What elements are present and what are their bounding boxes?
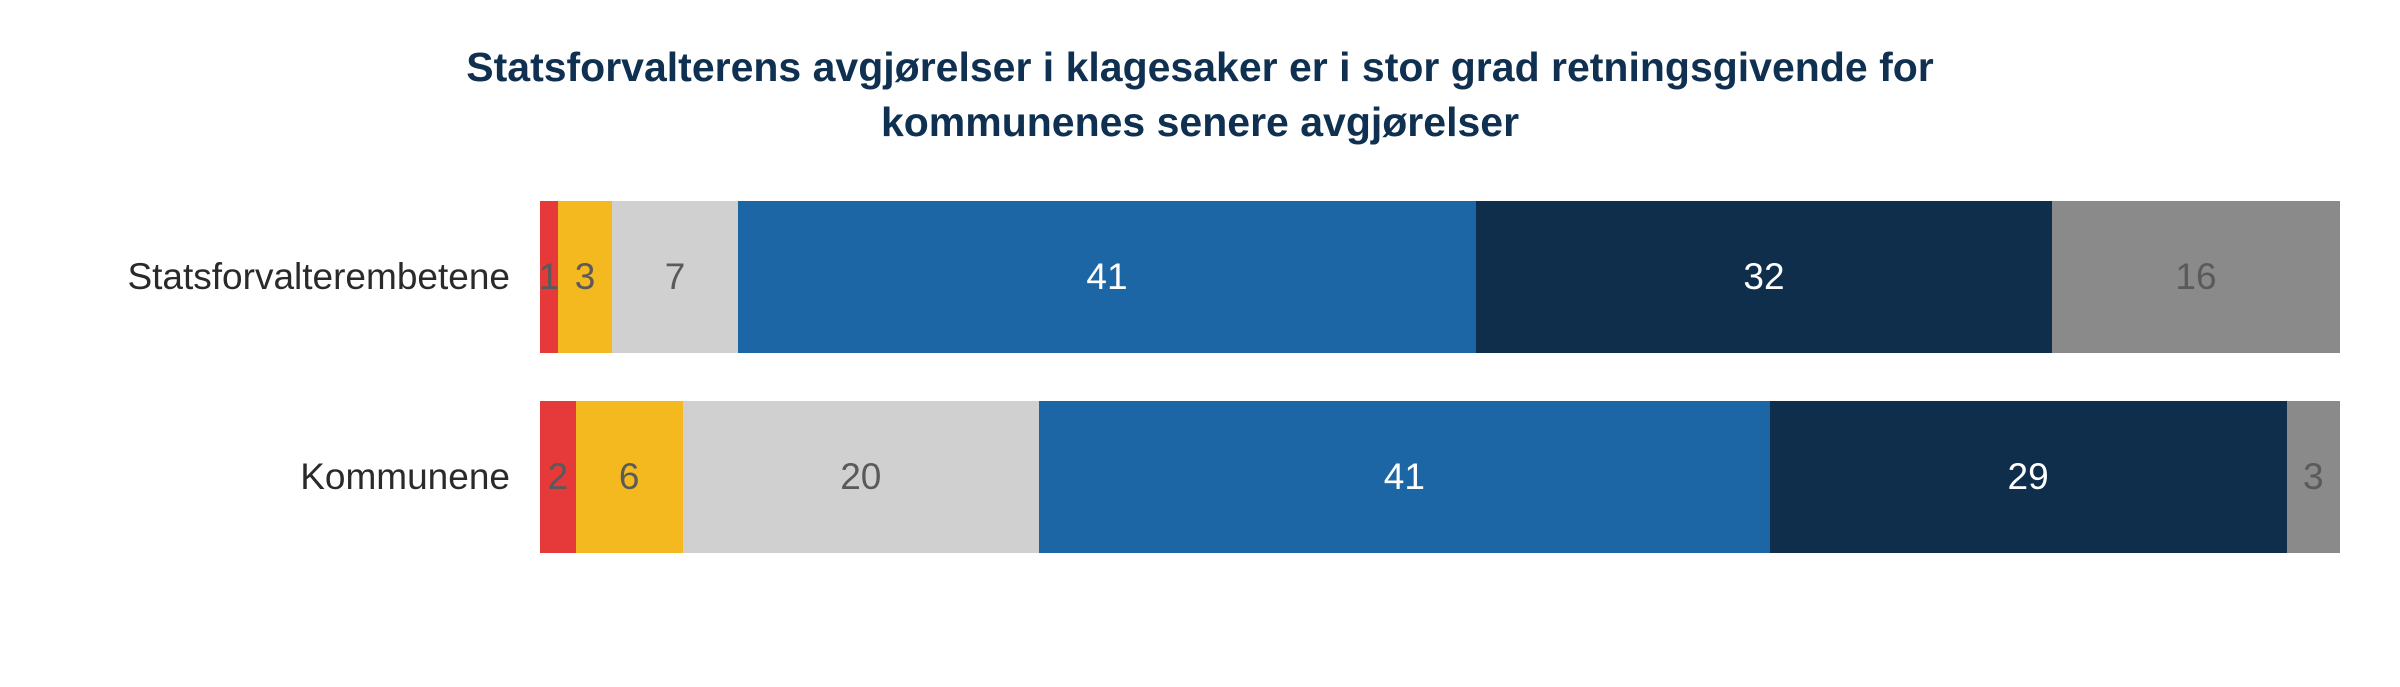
chart-row: Kommunene 2 6 20 41 29 3 <box>60 401 2340 553</box>
chart-row: Statsforvalterembetene 1 3 7 41 32 16 <box>60 201 2340 353</box>
stacked-bar: 1 3 7 41 32 16 <box>540 201 2340 353</box>
row-label: Kommunene <box>60 456 540 498</box>
bar-segment: 1 <box>540 201 558 353</box>
chart-title-line1: Statsforvalterens avgjørelser i klagesak… <box>466 44 1933 90</box>
bar-segment: 41 <box>1039 401 1770 553</box>
bar-segment: 2 <box>540 401 576 553</box>
bar-segment: 29 <box>1770 401 2287 553</box>
bar-segment: 3 <box>558 201 612 353</box>
bar-segment: 16 <box>2052 201 2340 353</box>
row-label: Statsforvalterembetene <box>60 256 540 298</box>
bar-segment: 6 <box>576 401 683 553</box>
chart-container: Statsforvalterens avgjørelser i klagesak… <box>0 0 2400 687</box>
stacked-bar: 2 6 20 41 29 3 <box>540 401 2340 553</box>
bar-segment: 20 <box>683 401 1039 553</box>
chart-title: Statsforvalterens avgjørelser i klagesak… <box>466 40 1933 151</box>
chart-rows: Statsforvalterembetene 1 3 7 41 32 16 Ko… <box>60 201 2340 627</box>
bar-segment: 7 <box>612 201 738 353</box>
bar-segment: 32 <box>1476 201 2052 353</box>
bar-segment: 41 <box>738 201 1476 353</box>
bar-segment: 3 <box>2287 401 2340 553</box>
chart-title-line2: kommunenes senere avgjørelser <box>881 99 1519 145</box>
